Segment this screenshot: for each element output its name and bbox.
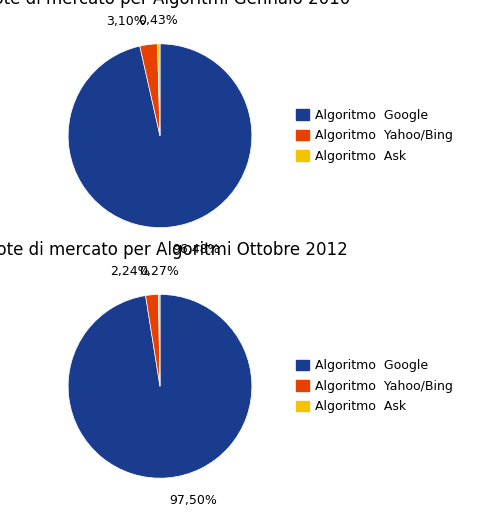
- Wedge shape: [68, 44, 252, 228]
- Wedge shape: [158, 44, 160, 136]
- Text: 96,48%: 96,48%: [172, 243, 220, 256]
- Text: 0,27%: 0,27%: [139, 265, 179, 278]
- Wedge shape: [68, 294, 252, 478]
- Text: 0,43%: 0,43%: [138, 15, 178, 27]
- Wedge shape: [140, 44, 160, 136]
- Legend: Algoritmo  Google, Algoritmo  Yahoo/Bing, Algoritmo  Ask: Algoritmo Google, Algoritmo Yahoo/Bing, …: [292, 105, 456, 167]
- Wedge shape: [146, 294, 160, 386]
- Text: 97,50%: 97,50%: [169, 494, 217, 507]
- Wedge shape: [158, 294, 160, 386]
- Text: 2,24%: 2,24%: [110, 265, 150, 278]
- Title: Quote di mercato per Algoritmi Gennaio 2010: Quote di mercato per Algoritmi Gennaio 2…: [0, 0, 350, 8]
- Title: Quote di mercato per Algoritmi Ottobre 2012: Quote di mercato per Algoritmi Ottobre 2…: [0, 241, 348, 259]
- Legend: Algoritmo  Google, Algoritmo  Yahoo/Bing, Algoritmo  Ask: Algoritmo Google, Algoritmo Yahoo/Bing, …: [292, 355, 456, 417]
- Text: 3,10%: 3,10%: [106, 15, 146, 28]
